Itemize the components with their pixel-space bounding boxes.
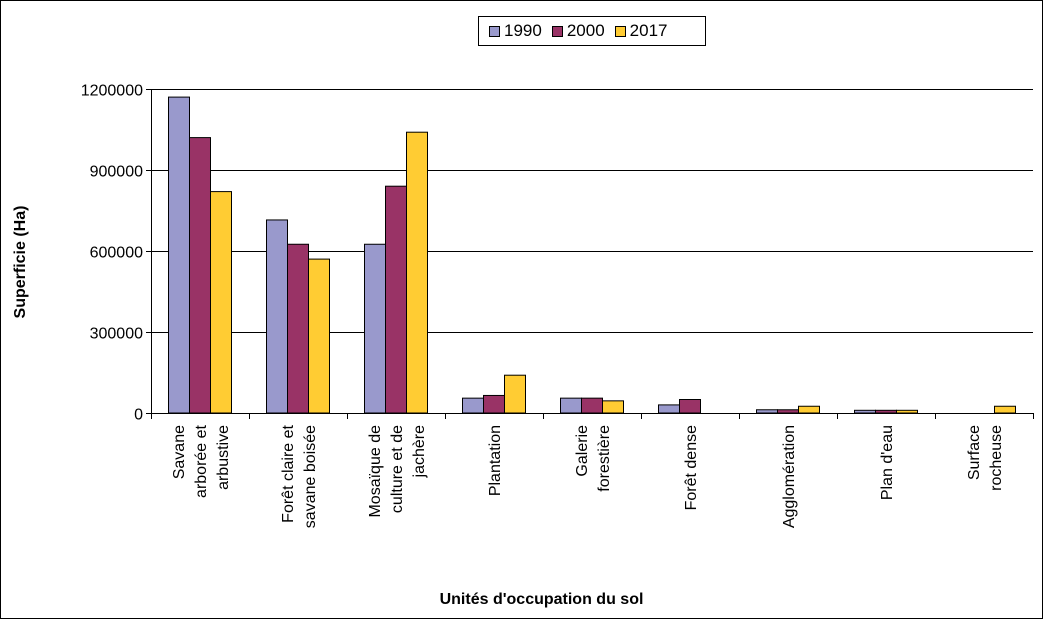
bar-2017-1 [308,258,330,414]
bar-2000-2 [385,185,407,414]
x-axis-title: Unités d'occupation du sol [439,591,644,608]
bar-2000-4 [581,397,603,414]
y-tick-label: 1200000 [81,83,143,100]
y-axis-title: Superficie (Ha) [12,205,29,319]
bar-1990-6 [756,409,778,414]
x-tick-label: Forêt dense [683,425,700,510]
bar-2000-6 [777,409,799,414]
x-tick-label: savane boisée [302,425,319,528]
legend: 1990 2000 2017 [478,16,706,46]
y-tick-label: 600000 [90,245,143,262]
x-tick-label: Galerie [574,425,591,477]
bar-1990-5 [658,404,680,414]
bar-2000-7 [875,409,897,414]
bar-2017-7 [896,409,918,414]
x-tick-label: Plan d'eau [879,425,896,500]
legend-item-2017: 2017 [614,21,668,41]
bar-2017-2 [406,131,428,414]
bar-2017-0 [210,191,232,414]
bar-1990-1 [266,219,288,414]
bar-1990-0 [168,96,190,414]
legend-swatch-1990 [489,25,500,37]
x-tick-label: Forêt claire et [280,424,297,522]
legend-item-1990: 1990 [489,21,542,41]
bar-1990-2 [364,243,386,414]
x-tick-label: jachère [411,425,428,479]
y-tick-label: 300000 [90,326,143,343]
bar-2000-5 [679,399,701,414]
x-tick-label: Mosaïque de [367,425,384,518]
bar-2017-8 [994,405,1016,414]
bar-2000-0 [189,137,211,414]
bar-2017-3 [504,374,526,414]
legend-label-1990: 1990 [504,21,542,40]
x-tick-label: Plantation [487,425,504,496]
axes [146,89,1034,419]
bar-2000-3 [483,394,505,414]
legend-label-2000: 2000 [566,21,605,40]
x-tick-label: Agglomération [781,425,798,528]
bar-1990-3 [462,397,484,414]
bar-1990-7 [854,409,876,414]
legend-swatch-2017 [614,25,626,37]
x-tick-label: arbustive [215,425,232,490]
bar-2017-4 [602,400,624,414]
x-tick-label: Surface [966,425,983,480]
bars-group [168,96,1016,414]
bar-2017-6 [798,405,820,414]
bar-1990-4 [560,397,582,414]
x-tick-label: rocheuse [988,425,1005,491]
y-tick-label: 0 [134,407,143,424]
bar-2000-1 [287,243,309,414]
x-tick-label: forestière [596,425,613,492]
x-tick-labels: Savane arborée et arbustive Forêt claire et… [171,424,1005,528]
x-tick-label: Savane [171,425,188,479]
x-tick-label: arborée et [193,424,210,497]
x-tick-label: culture et de [389,425,406,513]
y-tick-labels: 0 300000 600000 900000 1200000 [81,83,143,424]
legend-item-2000: 2000 [551,21,605,41]
y-tick-label: 900000 [90,164,143,181]
legend-label-2017: 2017 [629,21,668,40]
legend-swatch-2000 [551,25,563,37]
